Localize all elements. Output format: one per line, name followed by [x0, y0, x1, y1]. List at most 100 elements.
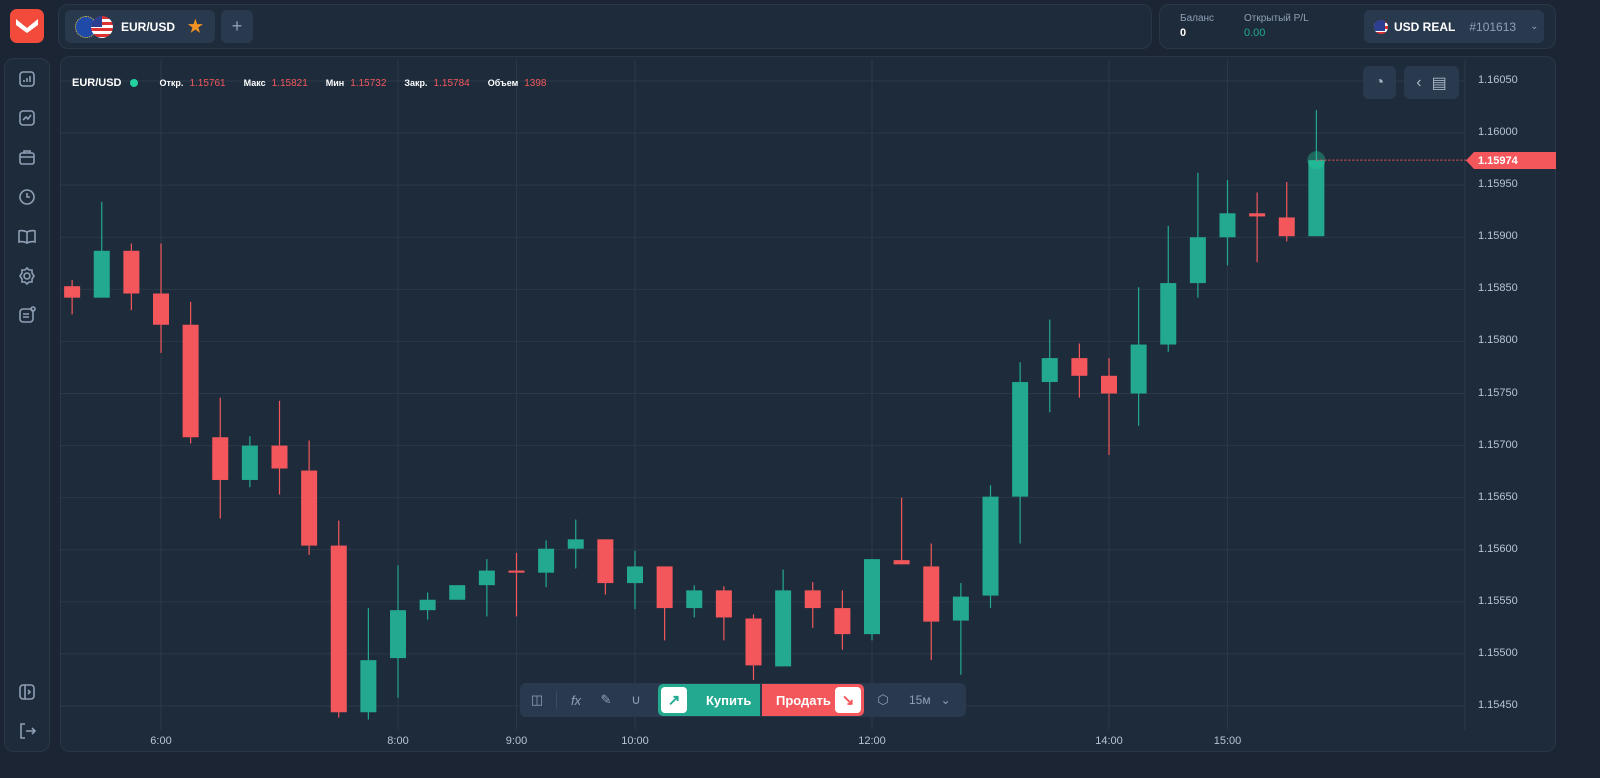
us-flag-icon	[91, 15, 113, 38]
high-label: Макс	[243, 78, 266, 88]
time-tick: 8:00	[387, 735, 409, 747]
sidebar-item-chart[interactable]	[14, 66, 40, 92]
current-price-tag: 1.15974	[1466, 152, 1556, 169]
candle-body	[123, 250, 140, 294]
education-icon	[18, 229, 36, 244]
candle-body	[478, 570, 495, 586]
time-tick: 6:00	[150, 735, 172, 747]
candle-body	[715, 590, 732, 618]
trade-toolbar: ◫ fx ✎ ∪ ↗ Купить Продать ↘ ⬡ 15м ⌄	[520, 683, 966, 717]
candle-body	[923, 566, 940, 622]
magnet-icon[interactable]: ∪	[631, 692, 641, 707]
chart-panel	[60, 56, 1556, 752]
chevron-down-icon: ⌄	[1530, 21, 1539, 32]
candle-body	[1189, 237, 1206, 284]
candle-body	[834, 608, 851, 635]
price-tick: 1.15450	[1478, 699, 1518, 711]
sell-button[interactable]: Продать ↘	[762, 684, 864, 716]
candle-body	[686, 590, 703, 609]
star-icon[interactable]: ★	[187, 16, 203, 36]
chart-type-button[interactable]: ◔	[1363, 66, 1396, 99]
buy-label: Купить	[706, 692, 752, 708]
low-value: 1.15732	[350, 77, 387, 89]
timeframe-value: 15м	[909, 693, 931, 707]
time-tick: 14:00	[1095, 735, 1123, 747]
close-value: 1.15784	[433, 77, 470, 89]
account-name: USD REAL	[1394, 19, 1456, 34]
brand-logo[interactable]	[10, 9, 44, 43]
sidebar-item-settings[interactable]	[14, 263, 40, 289]
account-id: #101613	[1469, 19, 1517, 34]
sidebar-item-logout[interactable]	[14, 718, 40, 744]
candle-body	[330, 545, 347, 713]
low-label: Мин	[325, 78, 345, 88]
candle-body	[952, 596, 969, 621]
news-icon	[19, 306, 36, 323]
volume-value: 1398	[524, 77, 547, 89]
candle-body	[864, 559, 880, 635]
indicators-icon[interactable]: fx	[570, 692, 582, 708]
ohlc-legend: EUR/USD Откр. 1.15761 Макс 1.15821 Мин 1.15…	[72, 77, 559, 89]
buy-button[interactable]: ↗ Купить	[658, 684, 760, 716]
account-selector[interactable]: USD REAL #101613 ⌄	[1364, 10, 1544, 43]
time-tick: 12:00	[858, 735, 886, 747]
legend-asset: EUR/USD	[72, 77, 122, 89]
sidebar-item-education[interactable]	[14, 223, 40, 249]
candle-body	[1012, 382, 1029, 497]
layout-icon[interactable]: ◫	[530, 692, 544, 707]
candle-body	[1219, 213, 1236, 238]
divider	[556, 691, 557, 709]
candle-body	[1071, 358, 1088, 376]
price-tick: 1.15950	[1478, 178, 1518, 191]
high-value: 1.15821	[271, 77, 308, 89]
asset-tab-eurusd[interactable]: EUR/USD ★	[65, 10, 215, 43]
price-tick: 1.16000	[1478, 126, 1518, 139]
candle-body	[538, 548, 555, 573]
timeframe-selector[interactable]: 15м ⌄	[909, 693, 951, 707]
candle-body	[93, 250, 110, 298]
open-value: 1.15761	[189, 77, 226, 89]
open-pl: Открытый P/L 0.00	[1244, 13, 1309, 39]
price-tick: 1.15900	[1478, 230, 1518, 243]
close-label: Закр.	[404, 78, 428, 88]
volume-label: Объем	[487, 78, 519, 88]
sidebar-item-portfolio[interactable]	[14, 144, 40, 170]
live-dot-icon	[129, 79, 138, 87]
candle-body	[153, 293, 169, 325]
add-tab-button[interactable]: +	[221, 10, 253, 43]
sidebar	[4, 58, 50, 752]
candle-body	[1249, 213, 1266, 217]
sidebar-item-collapse[interactable]	[14, 679, 40, 705]
candle-body	[182, 324, 199, 438]
candle-body	[301, 470, 318, 546]
collapse-icon	[19, 684, 35, 700]
price-tick: 1.15500	[1478, 646, 1518, 659]
time-tick: 9:00	[505, 735, 528, 747]
candle-body	[271, 445, 288, 469]
price-tick: 1.15800	[1478, 334, 1518, 347]
panel-toggle-button[interactable]: ‹ ▤	[1404, 66, 1459, 99]
sidebar-item-news[interactable]	[14, 302, 40, 328]
settings-icon[interactable]: ⬡	[877, 692, 889, 707]
candle-body	[419, 599, 436, 611]
candle-body	[1308, 160, 1325, 237]
price-tick: 1.15550	[1478, 594, 1518, 607]
balance: Баланс 0	[1180, 13, 1214, 39]
pl-value: 0.00	[1244, 27, 1266, 39]
price-tick: 1.15850	[1478, 282, 1518, 295]
candle-body	[241, 445, 258, 480]
price-tick: 1.15750	[1478, 386, 1518, 399]
settings-icon	[19, 266, 35, 286]
sidebar-item-analytics[interactable]	[14, 105, 40, 131]
us-flag-icon	[1374, 19, 1388, 34]
drawing-icon[interactable]: ✎	[600, 692, 612, 707]
chevron-down-icon: ⌄	[940, 693, 951, 707]
price-tick: 1.16050	[1478, 74, 1518, 86]
sidebar-item-history[interactable]	[14, 184, 40, 210]
pie-chart-icon: ◔	[1374, 73, 1385, 91]
time-tick: 15:00	[1213, 735, 1242, 747]
price-tick: 1.15700	[1478, 438, 1518, 451]
analytics-icon	[19, 110, 35, 126]
candle-body	[567, 539, 584, 549]
